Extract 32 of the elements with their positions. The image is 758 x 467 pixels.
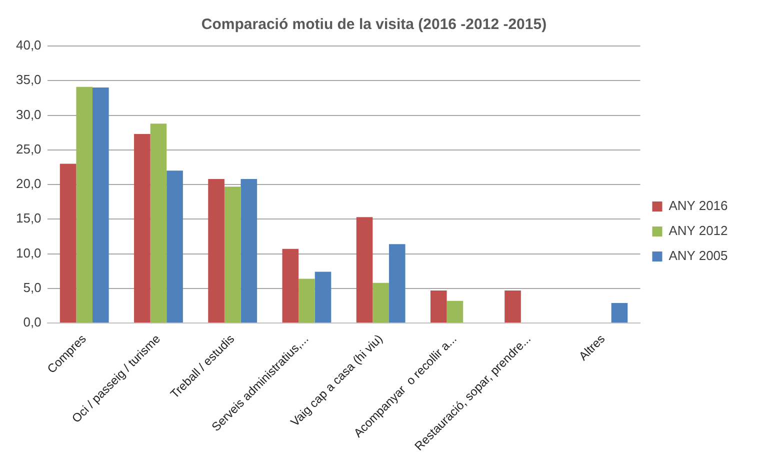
y-tick-label: 25,0 (16, 141, 42, 156)
y-tick-label: 5,0 (23, 280, 42, 295)
bar (611, 302, 628, 323)
y-tick-label: 35,0 (16, 72, 42, 88)
y-tick-label: 0,0 (23, 314, 42, 330)
bar (60, 164, 76, 323)
y-tick-label: 20,0 (16, 176, 42, 192)
bar (372, 282, 389, 323)
legend-label: ANY 2012 (668, 223, 728, 238)
legend-label: ANY 2016 (668, 198, 728, 214)
bar (282, 248, 299, 323)
bar (446, 300, 464, 323)
chart-title: Comparació motiu de la visita (2016 -2012 -2015) (201, 16, 547, 34)
bar (76, 86, 93, 323)
bar (504, 290, 521, 323)
bar (134, 134, 150, 323)
y-tick-label: 40,0 (16, 38, 42, 53)
bar (298, 278, 315, 323)
bar (240, 178, 258, 323)
legend-label: ANY 2005 (668, 248, 728, 264)
y-tick-label: 10,0 (16, 245, 42, 260)
bar (356, 217, 373, 323)
bar (208, 178, 224, 323)
bar (314, 272, 332, 323)
bar (388, 244, 406, 323)
bar (166, 170, 183, 323)
bar (150, 124, 167, 323)
y-tick-label: 30,0 (16, 106, 42, 122)
bar (430, 290, 447, 323)
y-tick-label: 15,0 (16, 210, 42, 226)
bar (224, 186, 241, 323)
bar (92, 88, 109, 323)
